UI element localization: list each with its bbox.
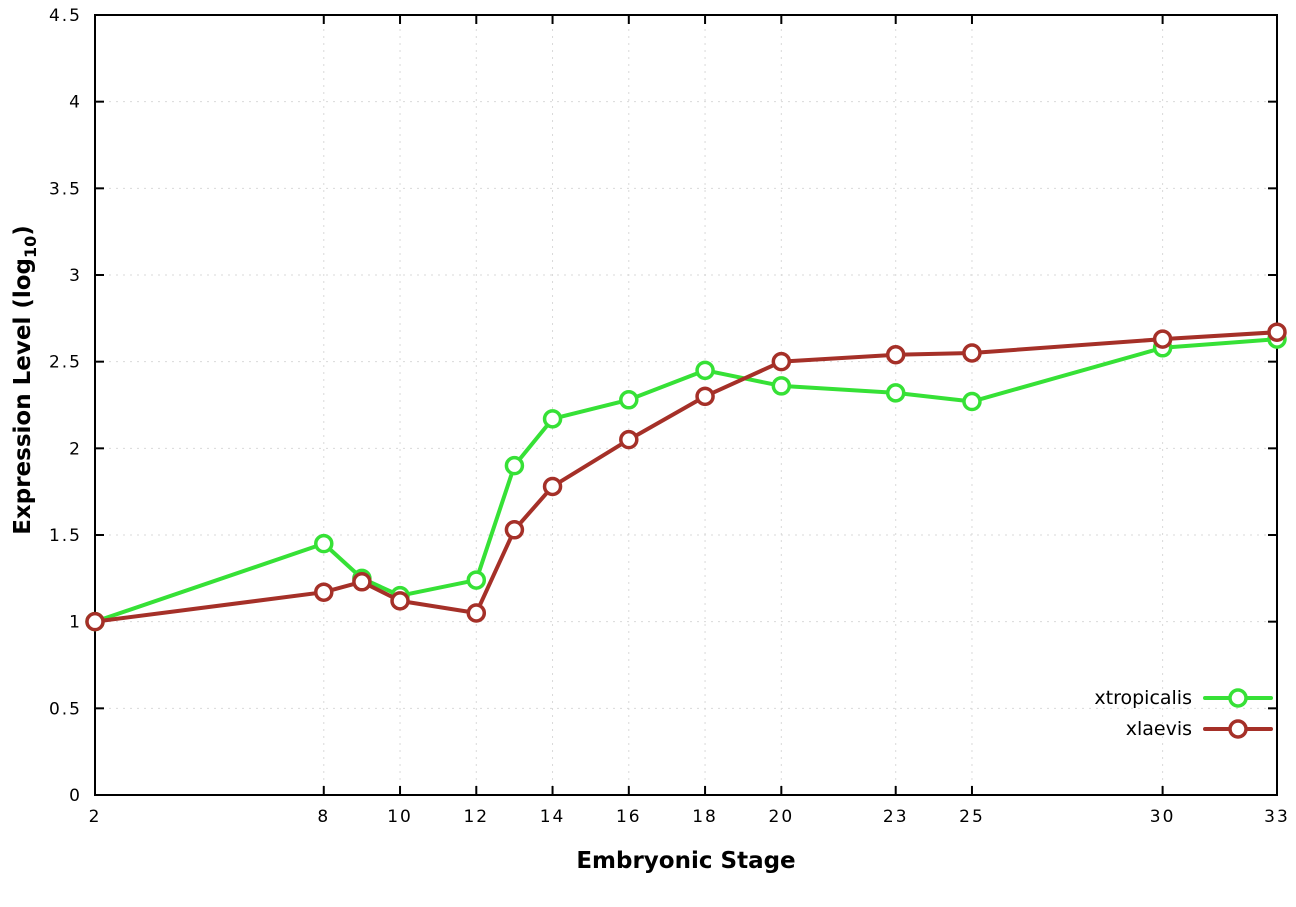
data-point-xtropicalis xyxy=(962,391,982,412)
y-tick-label: 4 xyxy=(69,93,82,113)
data-point-xlaevis xyxy=(504,520,525,540)
data-point-xlaevis xyxy=(352,572,372,592)
legend-entry-xlaevis: xlaevis xyxy=(1126,718,1273,740)
data-point-xlaevis xyxy=(1267,322,1287,342)
data-point-xlaevis xyxy=(962,343,982,363)
x-axis-label: Embryonic Stage xyxy=(576,848,795,874)
data-point-xtropicalis xyxy=(314,533,334,554)
data-point-xtropicalis xyxy=(542,409,563,429)
y-tick-label: 2 xyxy=(69,439,82,459)
data-point-xtropicalis xyxy=(466,570,487,590)
legend-label-xtropicalis: xtropicalis xyxy=(1094,687,1192,709)
legend-label-xlaevis: xlaevis xyxy=(1126,718,1192,740)
data-point-xlaevis xyxy=(314,582,334,602)
x-tick-label: 33 xyxy=(1264,807,1290,827)
data-point-xlaevis xyxy=(695,386,715,407)
data-point-xlaevis xyxy=(1152,329,1173,349)
data-point-xlaevis xyxy=(771,351,792,372)
y-axis-label: Expression Level (log10) xyxy=(10,225,40,535)
x-tick-label: 8 xyxy=(317,807,330,827)
x-tick-label: 20 xyxy=(769,807,795,827)
y-tick-label: 0 xyxy=(69,786,82,806)
y-tick-label: 1.5 xyxy=(49,526,82,546)
x-tick-label: 25 xyxy=(959,807,985,827)
data-point-xlaevis xyxy=(390,591,410,611)
series-line-xtropicalis xyxy=(93,337,1279,624)
data-point-xlaevis xyxy=(542,476,563,497)
x-tick-label: 2 xyxy=(89,807,102,827)
legend-entry-xtropicalis: xtropicalis xyxy=(1094,687,1273,709)
x-tick-label: 23 xyxy=(883,807,909,827)
data-point-xlaevis xyxy=(85,611,105,632)
data-point-xtropicalis xyxy=(695,360,715,381)
x-tick-label: 16 xyxy=(616,807,642,827)
y-tick-label: 0.5 xyxy=(49,699,82,719)
data-point-xtropicalis xyxy=(885,383,906,403)
y-tick-label: 1 xyxy=(69,613,82,633)
x-tick-label: 10 xyxy=(387,807,413,827)
data-point-xlaevis xyxy=(466,603,487,623)
data-point-xlaevis xyxy=(619,429,639,450)
x-tick-label: 18 xyxy=(692,807,718,827)
y-tick-label: 3.5 xyxy=(49,179,82,199)
data-point-xlaevis xyxy=(885,344,906,365)
data-point-xtropicalis xyxy=(619,390,639,410)
x-tick-label: 30 xyxy=(1150,807,1176,827)
plot-border xyxy=(94,14,1278,796)
data-point-xtropicalis xyxy=(504,455,525,476)
legend-marker-xlaevis xyxy=(1228,719,1248,739)
y-tick-label: 2.5 xyxy=(49,353,82,373)
x-tick-label: 14 xyxy=(540,807,566,827)
x-tick-label: 12 xyxy=(463,807,489,827)
y-tick-label: 4.5 xyxy=(49,6,82,26)
data-point-xtropicalis xyxy=(771,376,792,396)
legend-marker-xtropicalis xyxy=(1228,688,1248,708)
y-tick-label: 3 xyxy=(69,266,82,286)
